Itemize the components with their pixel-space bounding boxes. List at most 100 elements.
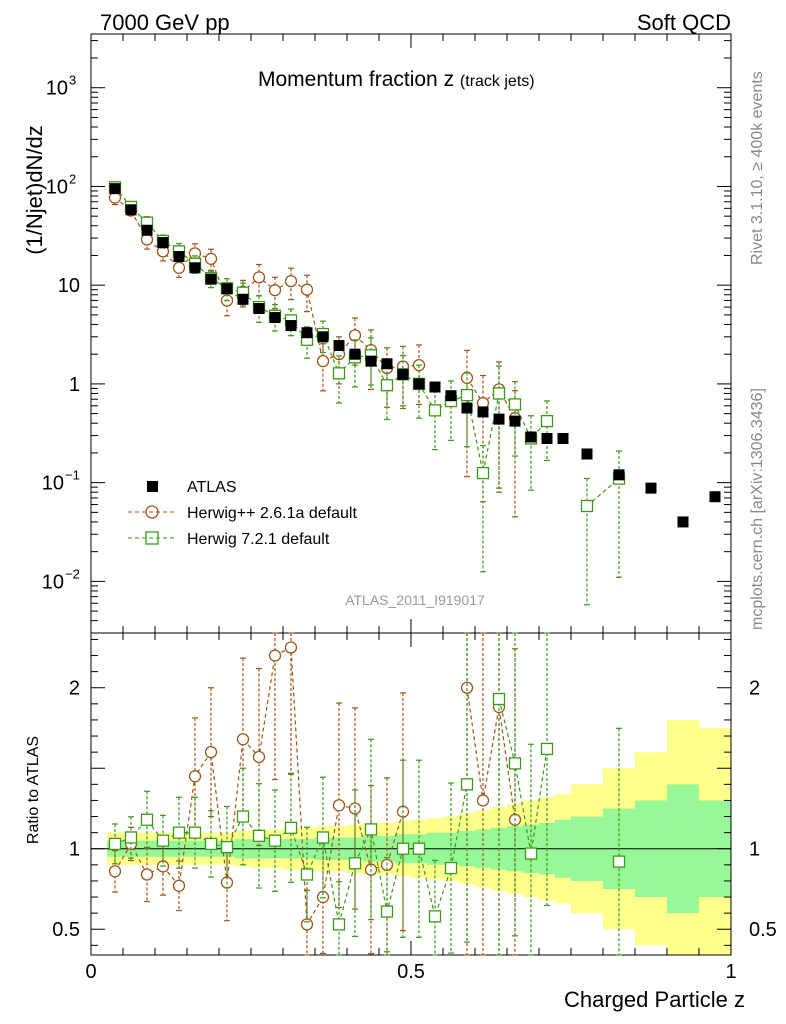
atlas-point (477, 406, 489, 418)
ratio-tick-label-right: 0.5 (749, 919, 777, 941)
atlas-point (157, 237, 169, 249)
atlas-point (253, 303, 265, 315)
herwig-pp-line (114, 197, 420, 369)
ratio-herwig7-point (348, 857, 362, 870)
herwig7-point (540, 414, 554, 428)
ratio-herwig7-point (204, 837, 218, 851)
atlas-point (461, 402, 473, 414)
legend-hw7-marker (145, 531, 159, 545)
atlas-point (445, 390, 457, 402)
ratio-herwig7-point (612, 855, 626, 868)
atlas-point (125, 204, 137, 216)
herwig-pp-point (348, 329, 362, 342)
ratio-herwig7-point (156, 834, 170, 847)
y-tick-label-exp: 3 (69, 73, 76, 88)
x-tick-label: 0 (85, 961, 96, 983)
chart-title: Momentum fraction z (track jets) (258, 68, 535, 91)
atlas-point (397, 368, 409, 380)
y-tick-label: 10 (42, 473, 64, 495)
ratio-herwig7-point (460, 778, 474, 791)
header-right: Soft QCD (637, 10, 731, 35)
atlas-point (525, 431, 537, 443)
atlas-point (493, 413, 505, 425)
ratio-herwig7-point (364, 823, 378, 836)
atlas-point (269, 312, 281, 324)
herwig7-point (380, 379, 394, 392)
atlas-point (109, 183, 121, 195)
ratio-herwig-pp-point (172, 879, 186, 892)
atlas-point (557, 432, 569, 444)
ratio-herwig-pp-point (204, 745, 218, 759)
atlas-point (541, 432, 553, 444)
ratio-herwig7-point (396, 842, 410, 855)
atlas-point (205, 273, 217, 285)
ratio-herwig7-point (300, 868, 314, 881)
legend: ATLAS Herwig++ 2.6.1a default Herwig 7.2… (128, 479, 357, 548)
data-marks (108, 181, 721, 956)
ratio-herwig-pp-point (300, 918, 314, 931)
x-axis-label: Charged Particle z (564, 987, 745, 1012)
ratio-tick-label: 1 (69, 839, 80, 861)
legend-hwpp-marker (145, 505, 159, 519)
herwig-pp-point (316, 355, 330, 368)
atlas-point (237, 293, 249, 305)
atlas-point (365, 355, 377, 367)
atlas-point (509, 415, 521, 427)
y-tick-label: 10 (58, 275, 80, 297)
header-left: 7000 GeV pp (100, 10, 230, 35)
ratio-tick-label: 2 (69, 678, 80, 700)
y-axis-label: (1/Njet)dN/dz (22, 125, 47, 255)
ratio-herwig-pp-line (466, 687, 516, 820)
ratio-herwig-pp-point (252, 750, 266, 764)
herwig7-point (580, 499, 594, 513)
atlas-point (381, 358, 393, 370)
ratio-herwig-pp-point (348, 802, 362, 815)
atlas-point (613, 469, 625, 481)
ratio-herwig-pp-point (236, 733, 250, 746)
herwig-pp-point (252, 271, 266, 284)
ratio-herwig7-point (412, 842, 426, 855)
side-label-mcplots: mcplots.cern.ch [arXiv:1306.3436] (749, 388, 766, 630)
herwig7-point (476, 466, 490, 480)
ratio-herwig7-point (268, 834, 282, 847)
ratio-herwig-pp-point (108, 865, 122, 878)
ratio-herwig7-point (524, 847, 538, 860)
ratio-herwig7-point (316, 831, 330, 844)
ratio-tick-label-right: 1 (749, 839, 760, 861)
ratio-herwig7-point (124, 831, 138, 844)
ratio-herwig7-point (220, 840, 234, 854)
y-tick-label-exp: 2 (69, 171, 76, 186)
herwig-pp-point (284, 274, 298, 288)
ratio-herwig7-point (172, 826, 186, 839)
herwig-pp-point (204, 252, 218, 265)
atlas-point (189, 262, 201, 274)
ratio-herwig7-point (252, 829, 266, 843)
y-tick-label-exp: −1 (65, 468, 80, 483)
herwig-pp-point (268, 284, 282, 297)
ratio-herwig7-point (108, 837, 122, 851)
herwig7-point (460, 388, 474, 402)
atlas-point (333, 339, 345, 351)
herwig-pp-point (172, 261, 186, 274)
ratio-herwig7-point (188, 826, 202, 839)
atlas-point (413, 378, 425, 390)
ratio-herwig-pp-point (268, 649, 282, 662)
watermark: ATLAS_2011_I919017 (345, 592, 485, 608)
atlas-point (709, 491, 721, 503)
ratio-tick-label: 0.5 (52, 919, 80, 941)
legend-atlas-marker (147, 481, 158, 492)
herwig-pp-line (466, 377, 516, 419)
ratio-herwig-pp-point (140, 868, 154, 881)
atlas-point (221, 283, 233, 295)
y-tick-label: 10 (46, 78, 68, 100)
ratio-herwig7-point (508, 757, 522, 770)
ratio-herwig7-point (428, 910, 442, 923)
herwig7-point (492, 387, 506, 400)
y-tick-label: 10 (42, 571, 64, 593)
atlas-point (301, 327, 313, 339)
y-tick-label-exp: −2 (65, 566, 80, 581)
atlas-point (645, 482, 657, 494)
atlas-point (677, 516, 689, 528)
ratio-herwig7-point (140, 813, 154, 826)
